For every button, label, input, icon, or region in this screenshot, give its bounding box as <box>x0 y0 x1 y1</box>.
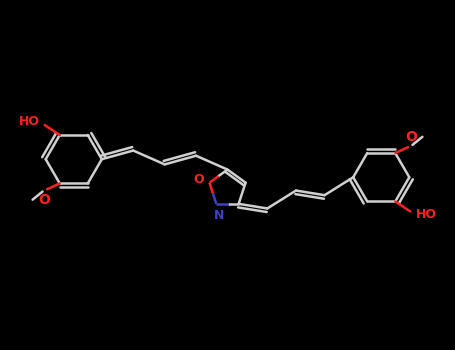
Text: HO: HO <box>415 209 437 222</box>
Text: HO: HO <box>18 115 40 128</box>
Text: N: N <box>213 209 224 222</box>
Text: O: O <box>405 130 417 144</box>
Text: O: O <box>38 193 50 207</box>
Text: O: O <box>193 173 204 186</box>
